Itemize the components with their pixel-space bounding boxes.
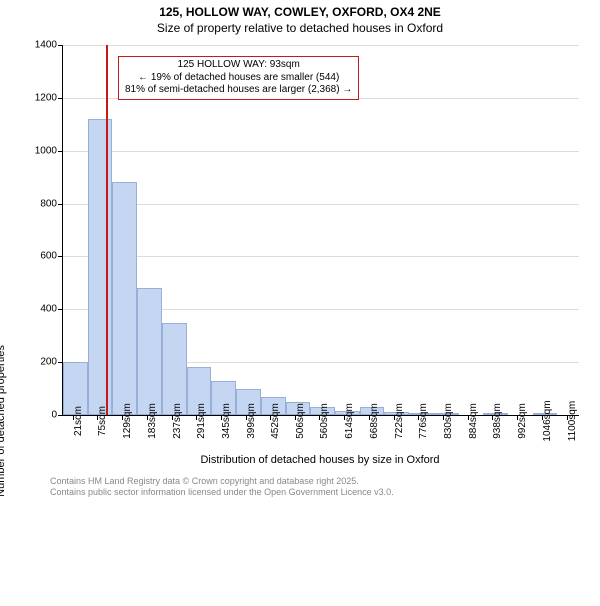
x-tick-label: 884sqm	[468, 403, 479, 439]
plot-area: 0200400600800100012001400125 HOLLOW WAY:…	[62, 45, 579, 416]
attribution: Contains HM Land Registry data © Crown c…	[50, 476, 394, 498]
x-tick-label: 560sqm	[319, 403, 330, 439]
y-tick-mark	[58, 309, 63, 310]
y-tick-mark	[58, 415, 63, 416]
y-tick-label: 1200	[17, 92, 63, 103]
x-tick-label: 1046sqm	[542, 400, 553, 441]
annotation-line: 125 HOLLOW WAY: 93sqm	[125, 59, 352, 72]
gridline-h	[63, 45, 579, 46]
annotation-line: 81% of semi-detached houses are larger (…	[125, 84, 352, 97]
x-tick-label: 506sqm	[295, 403, 306, 439]
y-tick-mark	[58, 151, 63, 152]
y-tick-label: 1000	[17, 145, 63, 156]
x-tick-label: 830sqm	[443, 403, 454, 439]
x-tick-label: 345sqm	[221, 403, 232, 439]
annotation-line: ← 19% of detached houses are smaller (54…	[125, 72, 352, 85]
x-tick-label: 399sqm	[246, 403, 257, 439]
attribution-line2: Contains public sector information licen…	[50, 487, 394, 498]
histogram-bar	[88, 119, 113, 415]
gridline-h	[63, 256, 579, 257]
x-tick-label: 722sqm	[394, 403, 405, 439]
x-tick-label: 452sqm	[270, 403, 281, 439]
x-tick-label: 668sqm	[369, 403, 380, 439]
x-tick-label: 1100sqm	[567, 401, 578, 441]
gridline-h	[63, 151, 579, 152]
y-tick-mark	[58, 204, 63, 205]
x-tick-label: 992sqm	[517, 403, 528, 439]
annotation-box: 125 HOLLOW WAY: 93sqm← 19% of detached h…	[118, 56, 359, 100]
chart-title-line1: 125, HOLLOW WAY, COWLEY, OXFORD, OX4 2NE	[0, 5, 600, 19]
x-tick-label: 776sqm	[418, 403, 429, 439]
histogram-bar	[137, 288, 162, 415]
x-tick-label: 21sqm	[73, 406, 84, 436]
chart-container: 125, HOLLOW WAY, COWLEY, OXFORD, OX4 2NE…	[0, 5, 600, 500]
marker-line	[106, 45, 108, 415]
y-tick-mark	[58, 45, 63, 46]
y-tick-label: 1400	[17, 40, 63, 51]
attribution-line1: Contains HM Land Registry data © Crown c…	[50, 476, 394, 487]
y-axis-label: Number of detached properties	[0, 236, 7, 606]
y-tick-label: 0	[17, 410, 63, 421]
y-tick-label: 600	[17, 251, 63, 262]
y-tick-mark	[58, 256, 63, 257]
y-tick-label: 400	[17, 304, 63, 315]
histogram-bar	[162, 323, 187, 416]
y-tick-mark	[58, 98, 63, 99]
x-tick-label: 129sqm	[122, 403, 133, 439]
histogram-bar	[112, 182, 137, 415]
x-tick-label: 237sqm	[172, 403, 183, 439]
x-tick-label: 75sqm	[97, 406, 108, 436]
x-tick-label: 938sqm	[492, 403, 503, 439]
y-tick-label: 200	[17, 357, 63, 368]
x-tick-label: 183sqm	[147, 403, 158, 439]
y-tick-label: 800	[17, 198, 63, 209]
gridline-h	[63, 204, 579, 205]
x-tick-label: 291sqm	[196, 403, 207, 439]
chart-title-line2: Size of property relative to detached ho…	[0, 21, 600, 35]
x-tick-label: 614sqm	[344, 403, 355, 439]
x-axis-label: Distribution of detached houses by size …	[62, 454, 578, 466]
